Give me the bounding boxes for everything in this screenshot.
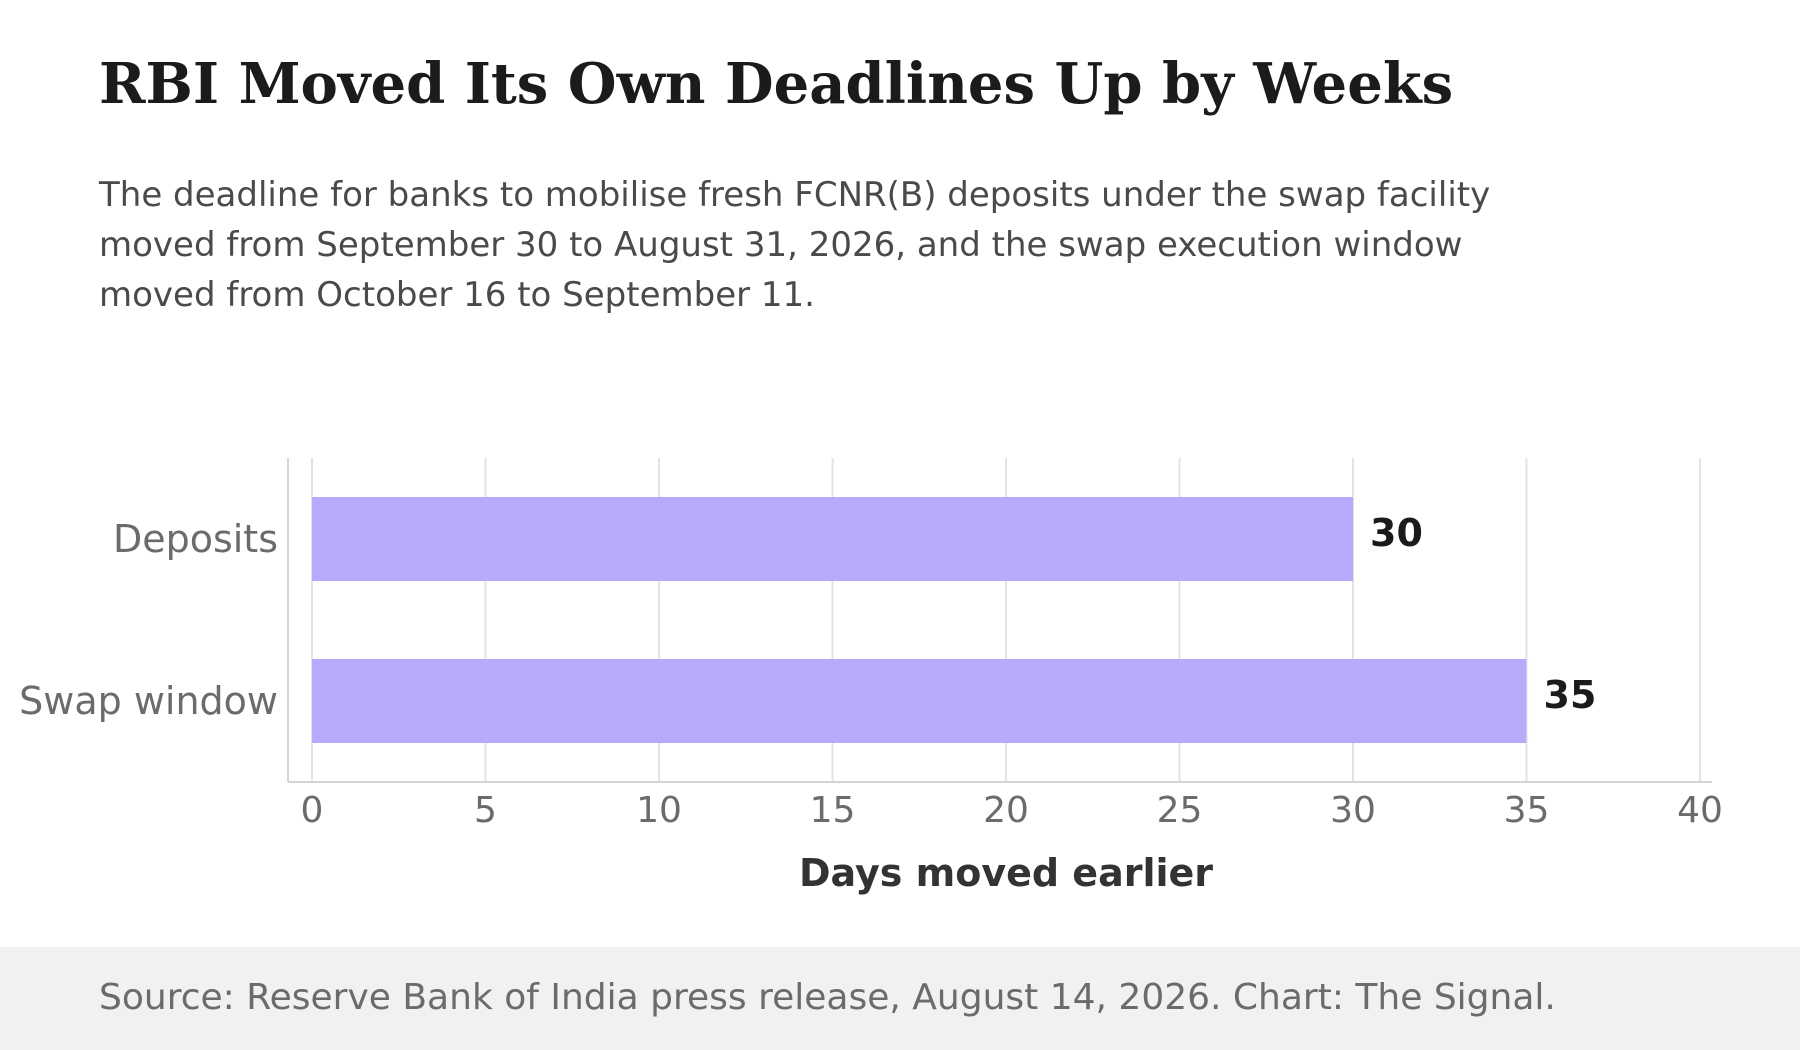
- x-axis-title: Days moved earlier: [799, 851, 1213, 895]
- bar: [312, 497, 1353, 581]
- x-tick-label: 15: [810, 790, 856, 831]
- chart-subtitle: The deadline for banks to mobilise fresh…: [99, 175, 1491, 315]
- chart-title: RBI Moved Its Own Deadlines Up by Weeks: [99, 51, 1454, 117]
- category-label: Deposits: [113, 517, 278, 561]
- x-tick-label: 0: [301, 790, 324, 831]
- x-tick-label: 40: [1677, 790, 1723, 831]
- bars: [312, 497, 1527, 743]
- data-label: 30: [1370, 511, 1423, 555]
- chart-labels: 0 5 10 15 20 25 30 35 40 Deposits 30 Swap window 35 D…: [19, 511, 1723, 895]
- x-tick-label: 30: [1330, 790, 1376, 831]
- bar: [312, 659, 1527, 743]
- data-label: 35: [1544, 673, 1597, 717]
- source-note: Source: Reserve Bank of India press rele…: [99, 977, 1556, 1018]
- x-tick-label: 20: [983, 790, 1029, 831]
- axes: [287, 458, 1712, 783]
- category-label: Swap window: [19, 679, 278, 723]
- bar-chart: 0 5 10 15 20 25 30 35 40 Deposits 30 Swap window 35 D…: [19, 458, 1723, 895]
- x-tick-label: 10: [636, 790, 682, 831]
- footer: Source: Reserve Bank of India press rele…: [0, 947, 1800, 1050]
- x-tick-label: 35: [1504, 790, 1550, 831]
- x-tick-label: 5: [474, 790, 497, 831]
- x-tick-label: 25: [1157, 790, 1203, 831]
